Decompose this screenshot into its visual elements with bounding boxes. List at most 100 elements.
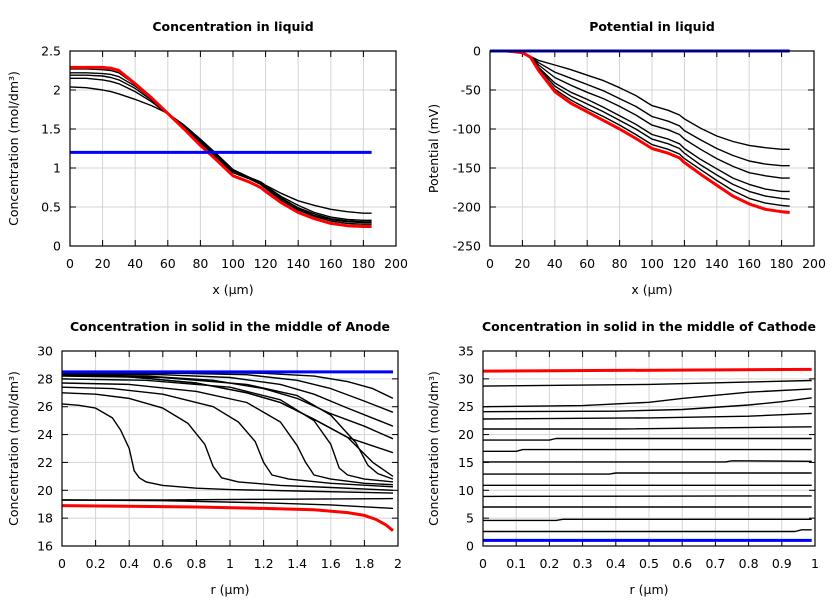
x-axis-label: r (µm): [211, 582, 250, 597]
x-tick-label: 1.2: [254, 556, 274, 571]
y-tick-label: 5: [466, 511, 474, 526]
x-tick-label: 2: [394, 556, 402, 571]
chart-panel-1: 0 20 40 60 80 100 120 140 160 180 200 0 0.5 1 1.5 2 2.5 C…: [6, 19, 408, 297]
plot-frame: [61, 350, 399, 547]
series-line: [483, 472, 812, 475]
plot-frame: [482, 350, 816, 547]
series-line: [483, 529, 812, 533]
chart-title: Concentration in solid in the middle of …: [482, 319, 816, 334]
y-tick-label: 20: [37, 483, 53, 498]
y-tick-label: 0: [466, 539, 474, 554]
y-tick-label: 0: [473, 44, 481, 59]
x-tick-label: 0.2: [86, 556, 106, 571]
y-tick-label: 25: [458, 399, 474, 414]
series-line: [69, 86, 372, 214]
x-tick-label: 80: [612, 256, 628, 271]
x-tick-label: 0.5: [639, 556, 659, 571]
x-tick-label: 0.2: [539, 556, 559, 571]
x-tick-label: 0.8: [739, 556, 759, 571]
x-tick-label: 0: [58, 556, 66, 571]
series-line-red: [482, 367, 812, 373]
y-tick-label: 15: [458, 455, 474, 470]
plot-frame: [489, 50, 815, 247]
x-tick-label: 120: [254, 256, 278, 271]
y-tick-label: -200: [453, 200, 481, 215]
series-line: [483, 437, 812, 441]
x-tick-label: 40: [547, 256, 563, 271]
x-tick-label: 160: [737, 256, 761, 271]
plot-frame: [69, 50, 397, 247]
x-tick-label: 140: [286, 256, 310, 271]
series-line-red: [70, 65, 372, 228]
x-tick-label: 0.9: [772, 556, 792, 571]
series-line: [482, 397, 812, 413]
y-tick-label: 10: [458, 483, 474, 498]
y-tick-label: -50: [461, 83, 481, 98]
y-axis-label: Concentration (mol/dm³): [6, 71, 21, 226]
series-line: [490, 50, 790, 179]
x-tick-label: 0: [479, 556, 487, 571]
chart-title: Concentration in solid in the middle of …: [70, 319, 390, 334]
y-tick-label: 26: [37, 399, 53, 414]
series-line: [61, 382, 394, 486]
x-tick-label: 140: [705, 256, 729, 271]
series-line: [61, 374, 394, 477]
series-line: [490, 50, 790, 151]
x-tick-label: 1: [226, 556, 234, 571]
chart-title: Potential in liquid: [589, 19, 715, 34]
x-tick-label: 0.3: [573, 556, 593, 571]
series-line: [482, 412, 812, 420]
x-tick-label: 20: [95, 256, 111, 271]
series-line: [483, 518, 812, 522]
chart-title: Concentration in liquid: [152, 19, 313, 34]
y-tick-label: 16: [37, 539, 53, 554]
series-line: [70, 74, 372, 223]
series-line: [70, 72, 372, 224]
series-line: [70, 77, 372, 222]
y-tick-label: 0: [53, 239, 61, 254]
chart-panel-2: 0 20 40 60 80 100 120 140 160 180 200 -250 -200 -150 -…: [426, 19, 826, 297]
series-line: [61, 373, 394, 427]
x-tick-label: 20: [514, 256, 530, 271]
chart-panel-4: 0 0.1 0.2 0.3 0.4 0.5 0.6 0.7 0.8 0.9 105101520253…: [426, 319, 819, 597]
x-tick-label: 1.6: [321, 556, 341, 571]
x-tick-label: 120: [672, 256, 696, 271]
series-line: [482, 379, 812, 387]
series-line: [61, 374, 394, 454]
x-tick-label: 200: [802, 256, 826, 271]
x-axis-label: x (µm): [212, 282, 253, 297]
y-tick-label: 18: [37, 511, 53, 526]
series-line: [483, 426, 812, 430]
x-tick-label: 0.7: [705, 556, 725, 571]
series-line: [61, 403, 394, 494]
x-tick-label: 180: [770, 256, 794, 271]
y-tick-label: 35: [458, 344, 474, 359]
y-tick-label: 24: [37, 427, 53, 442]
y-tick-label: 22: [37, 455, 53, 470]
x-tick-label: 1.4: [287, 556, 307, 571]
x-tick-label: 160: [319, 256, 343, 271]
x-tick-label: 0.4: [606, 556, 626, 571]
chart-panel-3: 0 0.2 0.4 0.6 0.8 1 1.2 1.4 1.6 1.8 2 16 18 20 22 24 26 2…: [6, 319, 402, 597]
x-tick-label: 0.8: [186, 556, 206, 571]
series-line: [482, 495, 812, 498]
series-line: [483, 448, 812, 452]
x-tick-label: 1.8: [354, 556, 374, 571]
x-tick-label: 200: [384, 256, 408, 271]
series-line: [490, 50, 790, 200]
y-tick-label: -150: [453, 161, 481, 176]
x-tick-label: 60: [579, 256, 595, 271]
y-tick-label: 2: [53, 83, 61, 98]
x-tick-label: 1: [811, 556, 819, 571]
series-line: [61, 375, 394, 480]
series-line: [61, 392, 394, 491]
x-axis-label: r (µm): [630, 582, 669, 597]
x-tick-label: 0.1: [506, 556, 526, 571]
series-line: [482, 388, 812, 408]
y-axis-label: Concentration (mol/dm³): [6, 371, 21, 526]
series-line-red: [490, 49, 790, 214]
series-line: [61, 499, 394, 510]
y-tick-label: 30: [37, 344, 53, 359]
x-tick-label: 0: [66, 256, 74, 271]
